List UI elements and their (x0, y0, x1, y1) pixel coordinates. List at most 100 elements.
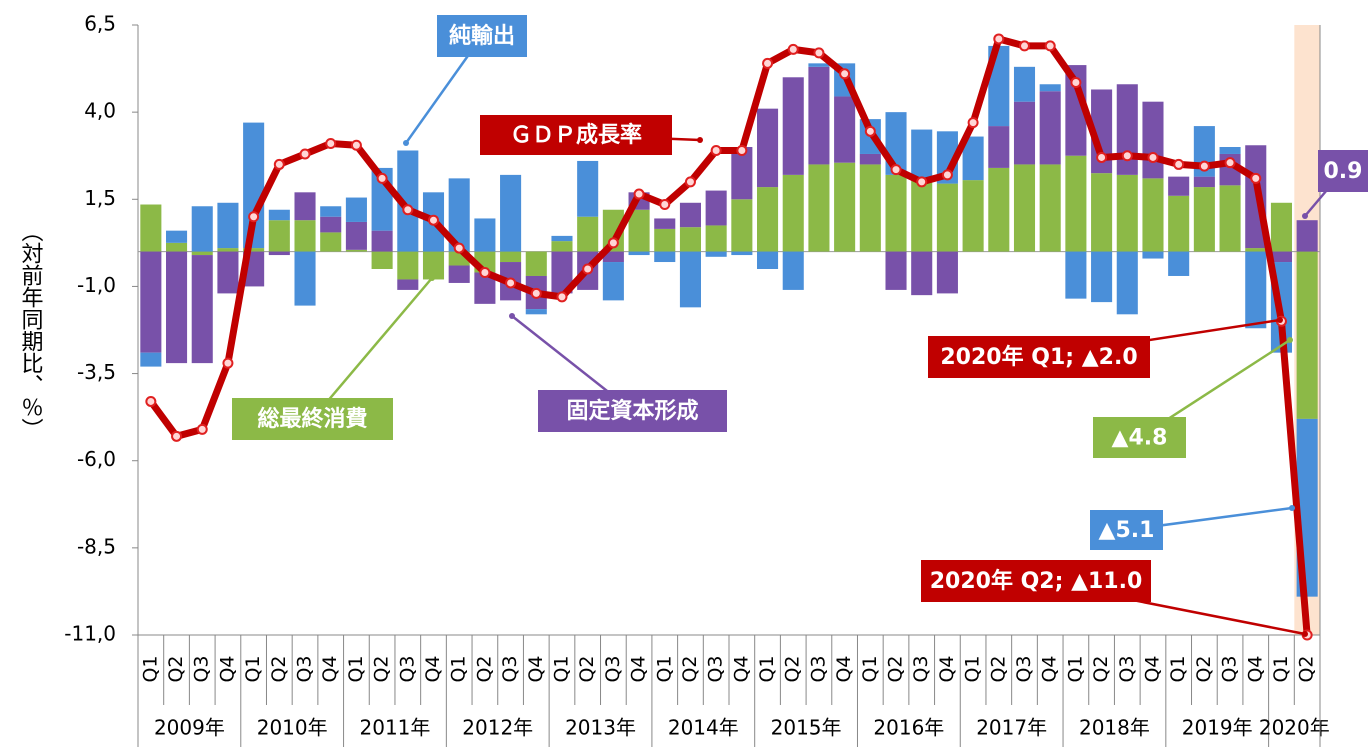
quarter-label: Q2 (576, 655, 598, 682)
bar (1168, 195, 1190, 252)
callout-box (538, 390, 727, 432)
bar (859, 153, 881, 165)
bar (731, 199, 753, 252)
gdp-point (967, 117, 979, 129)
bar (1296, 251, 1318, 419)
bar (757, 251, 779, 269)
y-tick-label: -8,5 (77, 534, 116, 558)
callout-box (480, 115, 672, 155)
callout-text: ▲4.8 (1112, 426, 1168, 451)
quarter-label: Q3 (910, 655, 932, 682)
quarter-label: Q2 (371, 655, 393, 682)
quarter-label: Q4 (422, 655, 444, 682)
bar (320, 206, 342, 217)
callout-box (1090, 510, 1163, 550)
callout-box (437, 15, 527, 57)
callout-tip (1277, 317, 1283, 323)
bar (936, 183, 958, 252)
bar (166, 242, 188, 252)
gdp-point (376, 172, 388, 184)
gdp-point (1096, 151, 1108, 163)
bar (911, 180, 933, 252)
quarter-label: Q4 (1039, 655, 1061, 682)
gdp-point (248, 211, 260, 223)
bar (1270, 202, 1292, 252)
callout-box (921, 560, 1151, 602)
bar (679, 227, 701, 252)
callout-tip (1302, 631, 1308, 637)
year-label: 2018年 (1079, 716, 1150, 740)
quarter-label: Q3 (1013, 655, 1035, 682)
bar (757, 187, 779, 252)
y-tick-label: 1,5 (84, 186, 116, 210)
bar (474, 272, 496, 304)
bar (345, 221, 367, 250)
bar (808, 66, 830, 165)
bar (1142, 101, 1164, 179)
callout-box (1093, 417, 1186, 458)
bar (217, 202, 239, 249)
bar (474, 218, 496, 252)
gdp-point (350, 139, 362, 151)
quarter-label: Q4 (216, 655, 238, 682)
bar (962, 136, 984, 181)
gdp-point (505, 277, 517, 289)
quarter-label: Q1 (756, 655, 778, 682)
bar (345, 197, 367, 222)
bar (1116, 174, 1138, 252)
gdp-point (1173, 158, 1185, 170)
bar (525, 251, 547, 276)
gdp-point (813, 47, 825, 59)
quarter-label: Q2 (165, 655, 187, 682)
bar (345, 249, 367, 252)
bar (500, 251, 522, 263)
callout-text: 純輸出 (449, 23, 515, 49)
quarter-label: Q2 (1296, 655, 1318, 682)
bar (140, 352, 162, 367)
callout-text: ＧＤＰ成長率 (510, 122, 642, 148)
bar (371, 230, 393, 252)
callout-tip (403, 140, 409, 146)
gdp-point (1224, 157, 1236, 169)
callout: ▲4.8 (1093, 417, 1186, 458)
bar (371, 251, 393, 269)
bar (500, 174, 522, 252)
bar (808, 63, 830, 67)
bar (268, 209, 290, 221)
bar (757, 108, 779, 188)
bar (628, 209, 650, 252)
bar (602, 251, 624, 263)
bar (217, 251, 239, 294)
callout: 2020年 Q1; ▲2.0 (928, 336, 1150, 378)
gdp-point (1044, 40, 1056, 52)
quarter-label: Q3 (807, 655, 829, 682)
gdp-point (916, 176, 928, 188)
callout: 純輸出 (437, 15, 527, 57)
gdp-point (736, 144, 748, 156)
gdp-point (762, 57, 774, 69)
gdp-point (273, 158, 285, 170)
quarter-label: Q4 (525, 655, 547, 682)
bar (705, 251, 727, 257)
quarter-label: Q1 (242, 655, 264, 682)
gdp-line (148, 35, 1311, 636)
bar (782, 251, 804, 290)
bar (911, 251, 933, 296)
bar (885, 174, 907, 252)
callout-text: 2020年 Q2; ▲11.0 (930, 568, 1143, 594)
gdp-point (299, 148, 311, 160)
quarter-label: Q1 (448, 655, 470, 682)
callout-text: 総最終消費 (257, 406, 367, 432)
gdp-point (633, 188, 645, 200)
bar (1013, 101, 1036, 165)
y-tick-label: -3,5 (77, 360, 116, 384)
bar (731, 251, 753, 256)
callout-tip (697, 137, 703, 143)
gdp-point (941, 169, 953, 181)
bar (1039, 164, 1061, 252)
bar (911, 129, 933, 181)
bar (1065, 251, 1087, 299)
y-tick-label: 6,5 (84, 12, 116, 36)
callout: 0.9 (1318, 150, 1368, 192)
